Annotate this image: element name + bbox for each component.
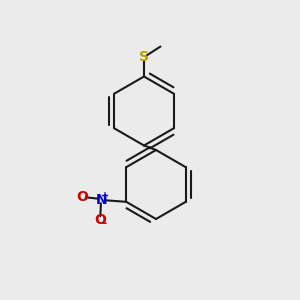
- Text: +: +: [101, 191, 110, 201]
- Text: O: O: [94, 213, 106, 227]
- Text: N: N: [96, 193, 107, 207]
- Text: S: S: [139, 50, 149, 64]
- Text: O: O: [76, 190, 88, 204]
- Text: -: -: [101, 217, 106, 230]
